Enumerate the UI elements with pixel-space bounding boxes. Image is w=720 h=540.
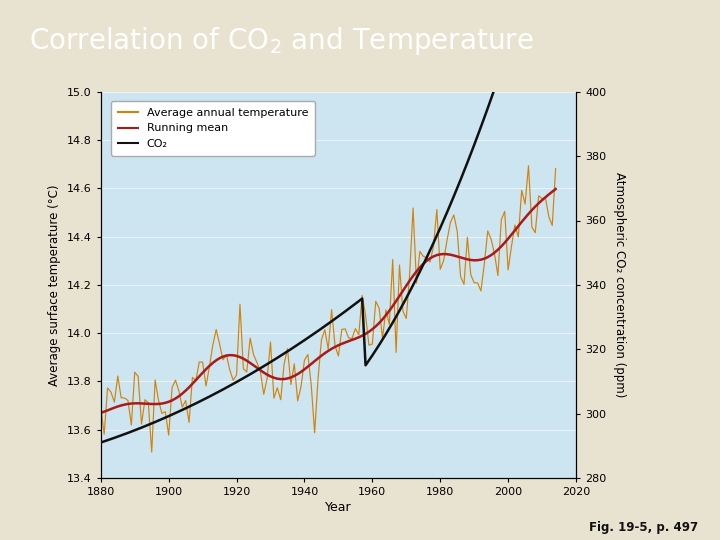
- Text: Correlation of CO$_2$ and Temperature: Correlation of CO$_2$ and Temperature: [29, 25, 534, 57]
- Text: Fig. 19-5, p. 497: Fig. 19-5, p. 497: [589, 521, 698, 534]
- Legend: Average annual temperature, Running mean, CO₂: Average annual temperature, Running mean…: [111, 101, 315, 156]
- Y-axis label: Average surface temperature (°C): Average surface temperature (°C): [48, 184, 61, 386]
- X-axis label: Year: Year: [325, 501, 351, 514]
- Y-axis label: Atmospheric CO₂ concentration (ppm): Atmospheric CO₂ concentration (ppm): [613, 172, 626, 397]
